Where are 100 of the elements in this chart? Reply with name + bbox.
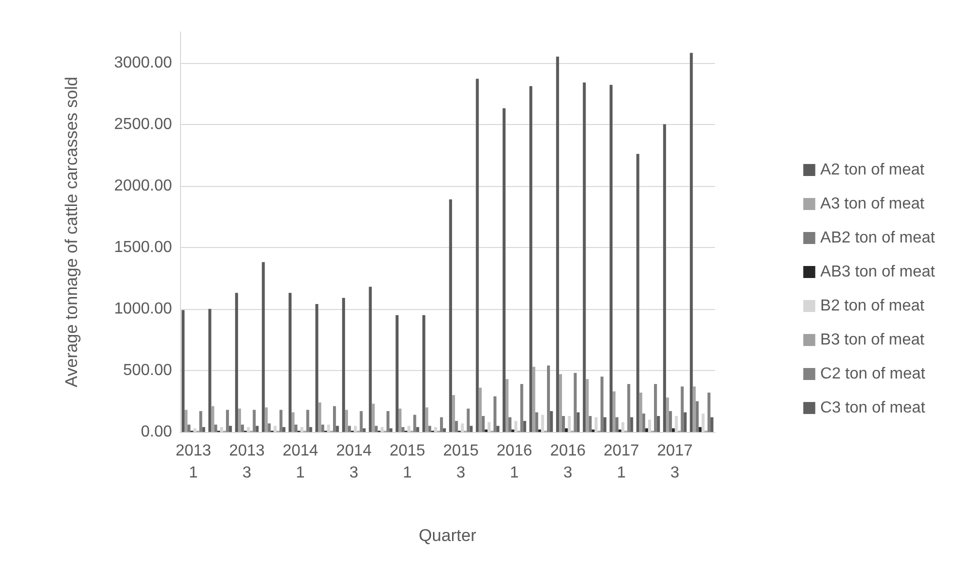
x-tick-label: 2013 1 (176, 442, 212, 482)
bar (564, 428, 568, 432)
y-tick-label: 2000.00 (114, 177, 172, 194)
y-tick-label: 1000.00 (114, 300, 172, 318)
bar (321, 424, 324, 432)
bar (470, 426, 473, 432)
bar (630, 417, 634, 432)
bar (502, 108, 506, 432)
bar (684, 412, 687, 432)
bar (256, 426, 259, 432)
bar (668, 411, 672, 432)
bar (280, 410, 282, 432)
bar (698, 427, 702, 432)
y-tick-label: 0.00 (140, 424, 172, 440)
bar (482, 416, 485, 432)
x-tick-label: 2017 3 (657, 442, 693, 482)
bar (315, 304, 318, 432)
bar (547, 366, 550, 432)
bar (389, 428, 392, 432)
bar (336, 426, 339, 432)
bar (268, 423, 271, 432)
bar (342, 298, 346, 432)
x-tick-label: 2015 1 (390, 442, 426, 482)
y-axis-title: Average tonnage of cattle carcasses sold (62, 76, 81, 388)
legend-label: AB3 ton of meat (820, 264, 936, 280)
bar (288, 292, 292, 432)
bar (309, 427, 312, 432)
legend-label: AB2 ton of meat (820, 230, 936, 246)
bar (508, 417, 512, 432)
x-tick-label: 2013 3 (229, 442, 265, 482)
bar (612, 391, 616, 432)
x-tick-label: 2014 3 (336, 442, 372, 482)
bar (452, 395, 455, 432)
bar (401, 427, 404, 432)
bar (556, 56, 560, 432)
bar (690, 52, 693, 432)
bar (588, 416, 592, 432)
y-tick-label: 1500.00 (114, 238, 172, 256)
bar (202, 427, 206, 432)
bar (184, 410, 188, 432)
bar (672, 428, 675, 432)
bar (345, 410, 348, 432)
x-tick-label: 2014 1 (282, 442, 318, 482)
x-tick-label: 2015 3 (443, 442, 479, 482)
legend-label: A3 ton of meat (820, 196, 925, 212)
bar (374, 426, 378, 432)
bar (262, 262, 265, 432)
bar (476, 78, 479, 432)
bar (238, 408, 241, 432)
legend-label: B3 ton of meat (820, 332, 925, 348)
bar (187, 424, 190, 432)
bar (282, 427, 286, 432)
x-tick-label: 2016 3 (550, 442, 586, 482)
bar (208, 308, 212, 432)
bar (663, 124, 666, 432)
bar (333, 406, 336, 432)
bar (182, 310, 185, 432)
bar (550, 411, 553, 432)
bar (708, 392, 710, 432)
y-tick-label: 3000.00 (114, 54, 172, 72)
legend-label: B2 ton of meat (820, 298, 925, 314)
bar (562, 416, 565, 432)
bar (240, 424, 244, 432)
bar (645, 428, 648, 432)
y-tick-label: 2500.00 (114, 116, 172, 133)
x-tick-label: 2016 1 (496, 442, 532, 482)
y-tick-label: 500.00 (123, 362, 172, 379)
bar (428, 426, 432, 432)
bar (535, 412, 538, 432)
bar (294, 424, 298, 432)
bar (636, 154, 640, 432)
legend-label: C3 ton of meat (820, 400, 926, 416)
bar (523, 420, 526, 432)
bar (228, 426, 232, 432)
legend-label: C2 ton of meat (820, 366, 926, 382)
bar (610, 84, 613, 432)
bar (529, 86, 532, 432)
bar (386, 411, 390, 432)
bar (615, 417, 618, 432)
bar (292, 412, 294, 432)
bar (642, 414, 646, 432)
bar (214, 424, 218, 432)
bar (226, 410, 229, 432)
bar (494, 396, 496, 432)
bar (362, 428, 366, 432)
legend-label: A2 ton of meat (820, 162, 925, 178)
bar (442, 428, 446, 432)
bar (348, 426, 351, 432)
x-tick-label: 2017 1 (604, 442, 640, 482)
bar (666, 398, 669, 432)
bar (496, 426, 500, 432)
bar (710, 417, 714, 432)
bar (235, 292, 238, 432)
bar (559, 374, 562, 432)
bar (600, 376, 604, 432)
bar (422, 315, 426, 432)
bar (454, 420, 458, 432)
x-axis-title: Quarter (418, 526, 477, 545)
bar (582, 82, 586, 432)
bar (440, 417, 443, 432)
